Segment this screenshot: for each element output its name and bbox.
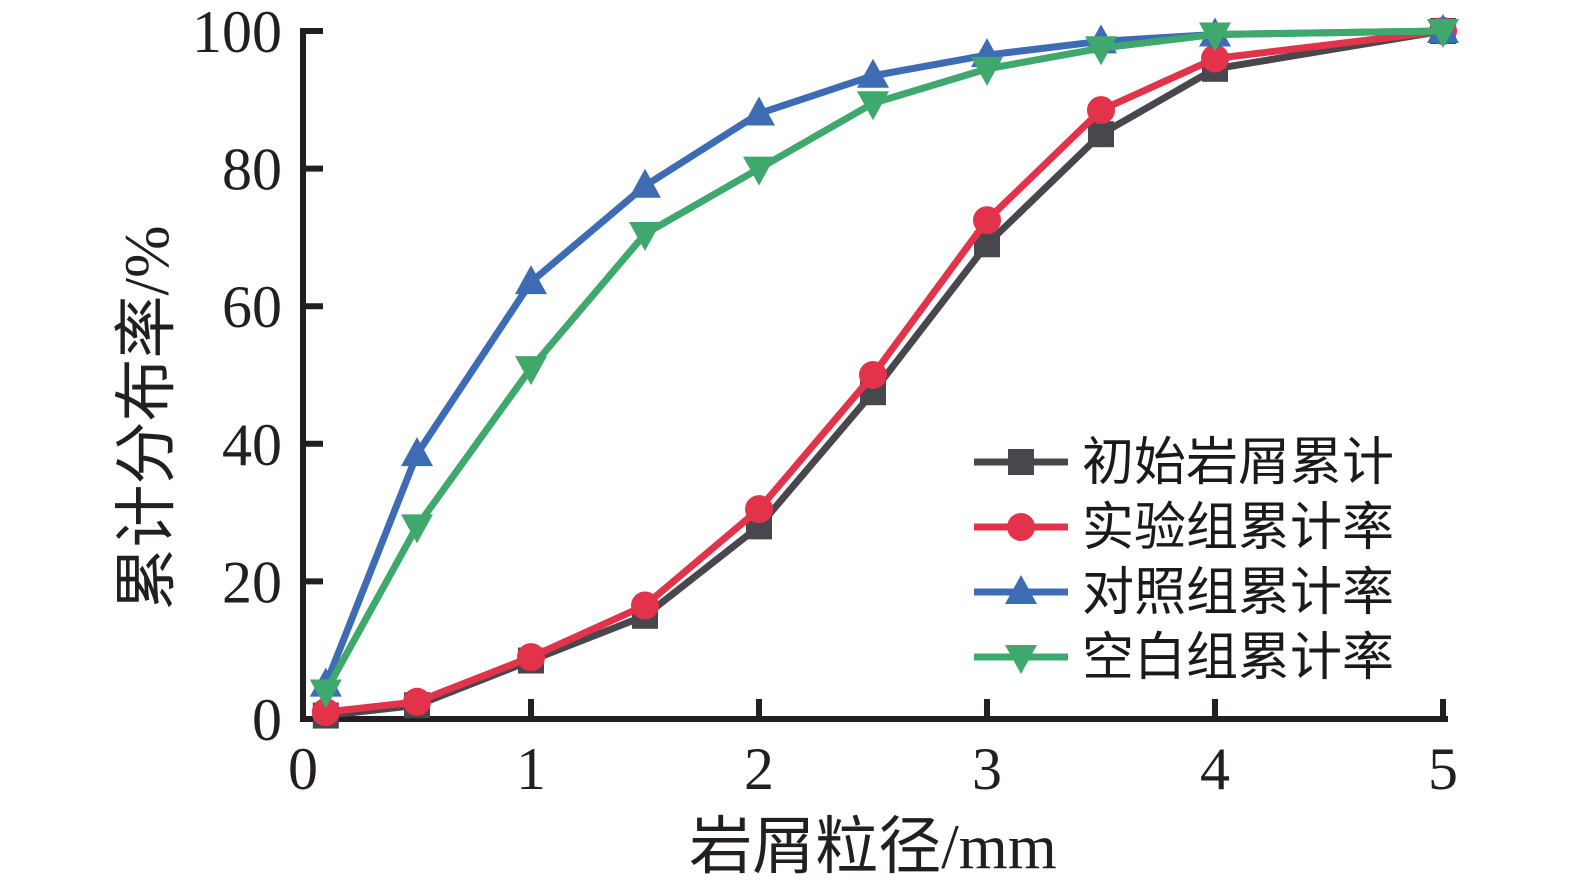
data-point-triangle-down [971,56,1003,86]
legend-item: 初始岩屑累计 [974,435,1394,492]
data-point-square [1088,121,1114,148]
legend-label: 空白组累计率 [1082,630,1394,687]
data-point-circle [973,206,1001,235]
data-point-triangle-down [1199,22,1231,52]
data-point-triangle-down [857,91,889,121]
data-point-triangle-up [401,437,433,467]
data-point-circle [745,495,773,524]
series-line-circle [325,27,1444,716]
y-axis-title: 累计分布率/% [112,226,182,611]
y-tick-label: 80 [222,137,282,203]
data-point-circle [517,643,545,672]
legend-label: 实验组累计率 [1082,500,1394,557]
series-line-triangle-down [322,27,1444,694]
data-point-triangle-up [629,168,661,198]
data-point-circle [311,698,340,727]
x-tick-label: 2 [744,736,774,802]
data-point-circle [1201,44,1229,73]
legend-label: 初始岩屑累计 [1082,435,1394,492]
legend-marker-square [1008,449,1034,475]
data-point-circle [631,591,659,620]
data-point-triangle-down [401,514,433,544]
data-point-triangle-down [743,156,775,186]
data-point-circle [1087,96,1115,125]
y-tick-label: 40 [222,412,282,478]
legend-marker-triangle-down [1005,645,1037,674]
legend-label: 对照组累计率 [1082,565,1394,622]
data-point-triangle-up [515,265,547,295]
y-tick-label: 0 [252,687,282,753]
plot-root: 0 1 2 3 4 5 0 20 40 60 80 100 初始岩屑累计实验组累计率对照组累计率空白组累… [192,0,1459,802]
legend-marker-circle [1007,513,1035,541]
data-point-triangle-up [743,96,775,126]
legend-item: 对照组累计率 [974,565,1394,622]
y-tick-label: 20 [222,549,282,615]
x-tick-label: 5 [1428,736,1458,802]
x-axis-title: 岩屑粒径/mm [689,812,1057,882]
x-tick-label: 1 [516,736,546,802]
data-point-triangle-down [1427,19,1459,48]
data-point-triangle-down [1085,36,1117,66]
legend-marker-triangle-up [1005,575,1037,604]
x-tick-label: 3 [972,736,1002,802]
data-point-triangle-down [309,679,342,709]
axes-spines [300,28,1448,722]
x-tick-label: 4 [1200,736,1230,802]
legend-item: 实验组累计率 [974,500,1394,557]
data-point-circle [859,361,887,389]
x-tick-label: 0 [288,736,318,802]
data-point-triangle-up [857,58,889,88]
data-point-circle [403,687,431,716]
y-tick-label: 60 [222,274,282,340]
data-point-triangle-down [515,356,547,386]
y-tick-label: 100 [192,0,282,65]
data-point-triangle-down [629,221,661,251]
legend-item: 空白组累计率 [974,630,1394,687]
